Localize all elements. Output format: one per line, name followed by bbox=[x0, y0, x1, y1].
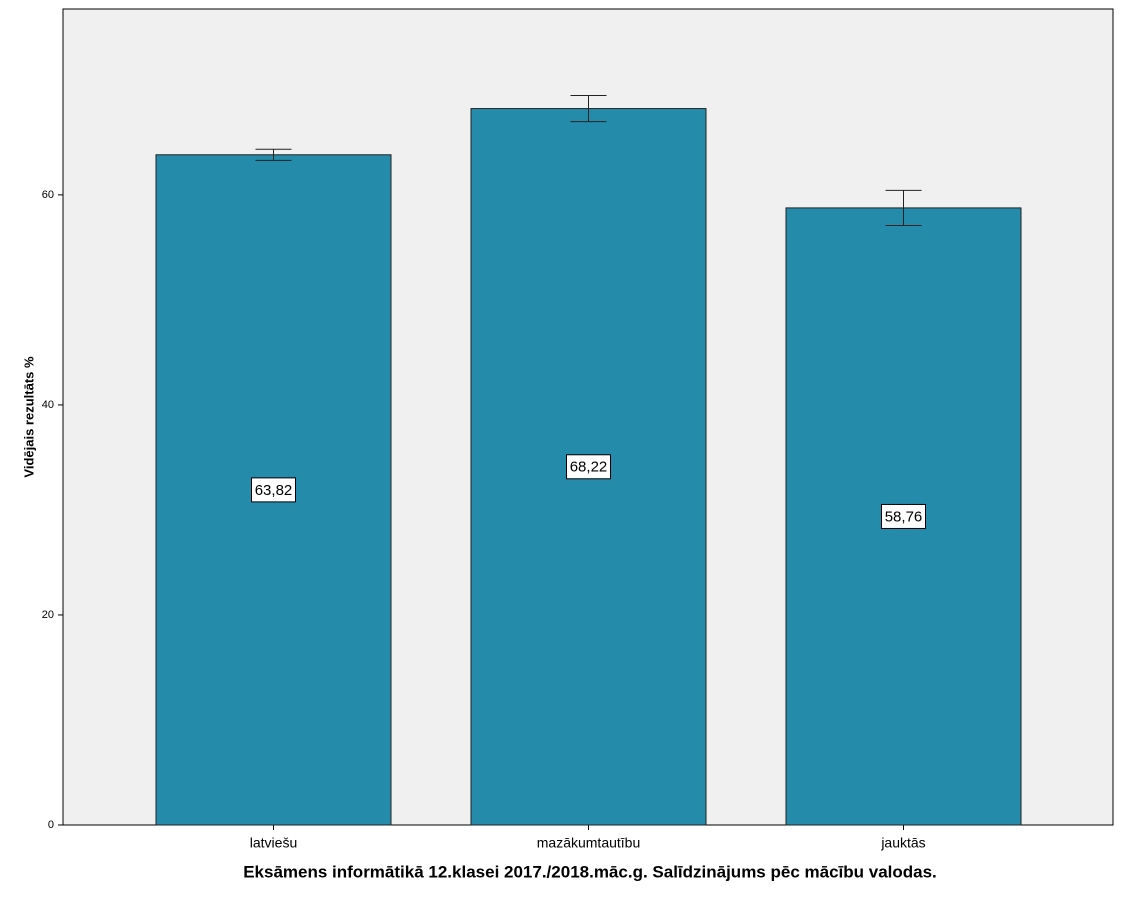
value-label: 68,22 bbox=[570, 459, 608, 476]
value-label: 58,76 bbox=[885, 508, 923, 525]
y-tick-label: 60 bbox=[42, 189, 54, 201]
value-label-box bbox=[881, 503, 926, 529]
x-tick-label: latviešu bbox=[250, 835, 297, 851]
x-tick-label: mazākumtautību bbox=[537, 835, 641, 851]
y-tick-label: 0 bbox=[48, 819, 54, 831]
y-axis-title: Vidējais rezultāts % bbox=[21, 356, 36, 478]
value-label-box bbox=[566, 454, 611, 480]
x-axis-title: Eksāmens informātikā 12.klasei 2017./201… bbox=[243, 862, 937, 881]
y-tick-label: 40 bbox=[42, 399, 54, 411]
value-label-box bbox=[251, 477, 296, 503]
y-tick-label: 20 bbox=[42, 609, 54, 621]
error-bar bbox=[570, 95, 607, 123]
x-tick-label: jauktās bbox=[880, 835, 925, 851]
error-bar bbox=[885, 189, 922, 226]
value-label: 63,82 bbox=[255, 482, 293, 499]
error-bar bbox=[255, 148, 292, 161]
